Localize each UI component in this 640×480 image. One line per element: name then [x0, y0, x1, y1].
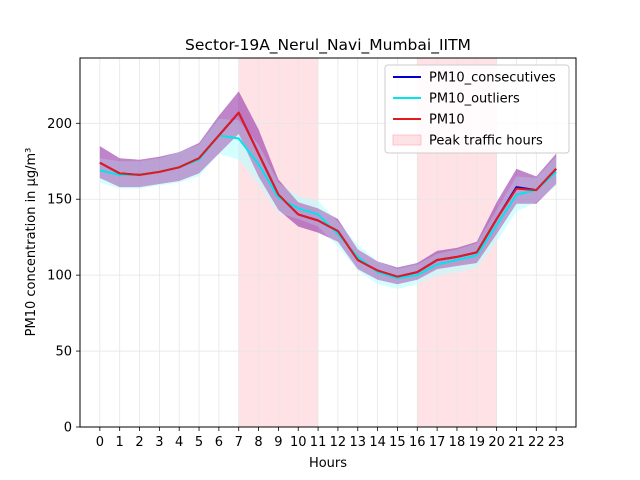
- legend-label: PM10: [429, 113, 465, 128]
- legend-patch-swatch: [392, 134, 422, 146]
- x-tick-label: 7: [235, 435, 243, 450]
- x-tick-label: 5: [195, 435, 203, 450]
- x-tick-label: 20: [488, 435, 505, 450]
- legend-box: [384, 64, 570, 154]
- x-tick-label: 11: [310, 435, 327, 450]
- x-tick-label: 10: [290, 435, 307, 450]
- x-tick-label: 21: [508, 435, 525, 450]
- y-tick-label: 50: [55, 345, 72, 360]
- x-tick-label: 13: [349, 435, 366, 450]
- x-tick-label: 16: [409, 435, 426, 450]
- y-tick-label: 0: [64, 421, 72, 436]
- x-tick-label: 3: [155, 435, 163, 450]
- x-tick-label: 4: [175, 435, 183, 450]
- x-tick-label: 14: [369, 435, 386, 450]
- x-tick-label: 22: [528, 435, 545, 450]
- x-tick-label: 17: [429, 435, 446, 450]
- axis-ticks: 0 1 2 3 4 5 6 7 8 9 10 11 12 13 14 15 16 17 18 19 20 21 22 2305…: [47, 117, 564, 450]
- legend-label: PM10_outliers: [429, 92, 520, 107]
- y-tick-label: 200: [47, 117, 72, 132]
- legend-label: Peak traffic hours: [429, 134, 543, 149]
- x-tick-label: 1: [116, 435, 124, 450]
- x-tick-label: 15: [389, 435, 406, 450]
- chart-title: Sector-19A_Nerul_Navi_Mumbai_IITM: [185, 36, 471, 55]
- y-tick-label: 100: [47, 269, 72, 284]
- axes-frame: [79, 57, 577, 428]
- x-tick-label: 12: [330, 435, 347, 450]
- x-tick-label: 2: [135, 435, 143, 450]
- x-tick-label: 23: [548, 435, 565, 450]
- y-axis-label: PM10 concentration in μg/m³: [24, 148, 39, 337]
- x-tick-label: 18: [449, 435, 466, 450]
- x-tick-label: 6: [215, 435, 223, 450]
- legend: PM10_consecutives PM10_outliers PM10 Peak t…: [384, 64, 570, 154]
- x-tick-label: 9: [274, 435, 282, 450]
- pm10-line: [99, 111, 557, 278]
- legend-label: PM10_consecutives: [429, 71, 556, 86]
- x-axis-label: Hours: [309, 456, 347, 471]
- y-tick-label: 150: [47, 193, 72, 208]
- x-tick-label: 19: [469, 435, 486, 450]
- x-tick-label: 8: [254, 435, 262, 450]
- plot-area: [80, 58, 576, 428]
- x-tick-label: 0: [96, 435, 104, 450]
